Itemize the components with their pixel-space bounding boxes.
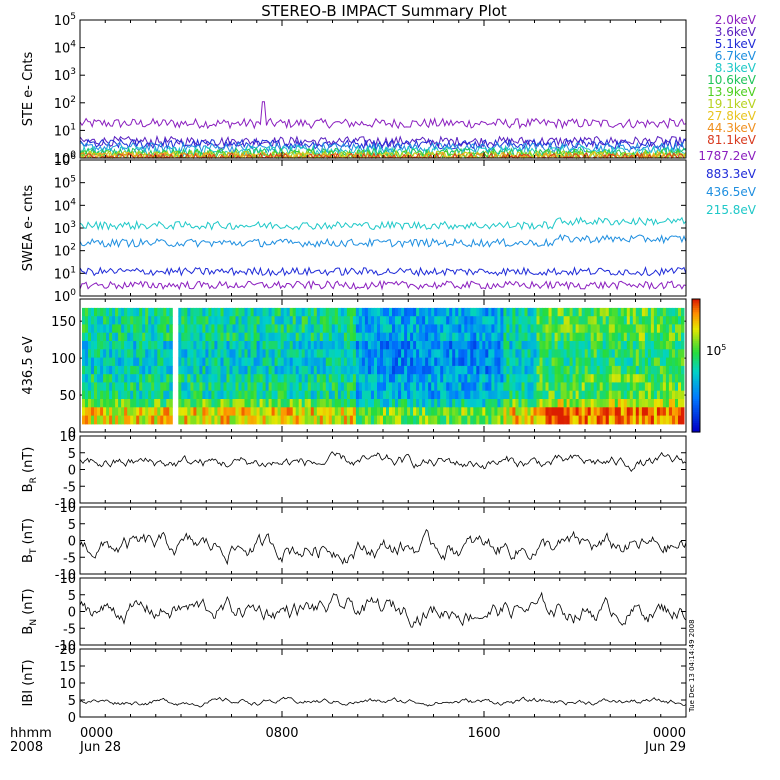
legend-item: 13.9keV	[707, 85, 757, 99]
footer-hhmm: hhmm	[10, 726, 52, 741]
y-tick-label: 102	[54, 243, 76, 260]
legend-item: 19.1keV	[707, 97, 757, 111]
y-axis-label: BR (nT)	[21, 447, 39, 493]
y-axis-label: STE e- Cnts	[21, 51, 36, 126]
panel-swea: 100 101 102 103 104 105 106 SWEA e- cnts	[21, 152, 687, 305]
y-tick-label: 105	[54, 12, 76, 29]
legend-item: 27.8keV	[707, 109, 757, 123]
panel-pad: 0 50 100 150 436.5 eV 105	[21, 298, 726, 441]
y-axis-label: SWEA e- cnts	[21, 185, 36, 272]
panel-br: -10 -50 5 10 BR (nT)	[21, 430, 687, 512]
legend-item: 44.3keV	[707, 121, 757, 135]
y-tick-label: 100	[54, 288, 77, 305]
y-tick-label: 10	[59, 677, 76, 692]
legend-item: 81.1keV	[707, 133, 757, 147]
y-tick-label: 5	[68, 447, 76, 462]
pad-heatmap	[82, 307, 685, 425]
legend-item: 1787.2eV	[698, 149, 756, 163]
y-tick-label: 5	[68, 589, 76, 604]
panel-frame	[79, 435, 687, 504]
series-436.5eV	[79, 233, 687, 249]
y-tick-label: 105	[54, 175, 76, 192]
y-tick-label: 103	[54, 67, 76, 84]
series-6.7keV	[79, 141, 687, 155]
legend-item: 2.0keV	[715, 13, 757, 27]
series-215.8eV	[79, 216, 687, 231]
plot-title: STEREO-B IMPACT Summary Plot	[261, 2, 507, 20]
y-axis-label: BN (nT)	[21, 588, 39, 634]
legend-item: 436.5eV	[706, 185, 757, 199]
y-axis-label: BT (nT)	[21, 518, 39, 563]
panel-bt: -10 -50 5 10 BT (nT)	[21, 501, 687, 583]
y-tick-label: 0	[68, 464, 76, 479]
y-tick-label: 5	[68, 518, 76, 533]
y-tick-label: 104	[54, 40, 77, 57]
series-883.3eV	[79, 265, 687, 278]
legend-item: 8.3keV	[715, 61, 757, 75]
energy-legend: 2.0keV3.6keV5.1keV6.7keV8.3keV10.6keV13.…	[698, 13, 756, 217]
y-tick-label: 104	[54, 197, 77, 214]
y-tick-label: 50	[59, 389, 76, 404]
x-tick-time: 0000	[653, 726, 686, 741]
y-tick-label: 0	[68, 535, 76, 550]
y-tick-label: 10	[59, 501, 76, 516]
legend-item: 883.3eV	[706, 167, 757, 181]
legend-item: 6.7keV	[715, 49, 757, 63]
y-axis-label: 436.5 eV	[21, 336, 36, 394]
panel-frame	[79, 159, 687, 297]
y-tick-label: 10	[59, 572, 76, 587]
series-bmag	[79, 696, 687, 708]
y-tick-label: 0	[68, 606, 76, 621]
x-tick-time: 0800	[265, 726, 298, 741]
panel-frame	[79, 648, 687, 718]
legend-item: 5.1keV	[715, 37, 757, 51]
y-tick-label: 103	[54, 220, 76, 237]
y-tick-label: -10	[55, 497, 76, 512]
series-5.1keV	[79, 138, 687, 151]
series-bt	[79, 529, 687, 566]
y-tick-label: 10	[59, 430, 76, 445]
y-tick-label: 101	[54, 265, 76, 282]
colorbar-label: 105	[706, 343, 726, 358]
y-tick-label: -10	[55, 568, 76, 583]
y-tick-label: 106	[54, 152, 77, 169]
series-1787.2eV	[79, 279, 687, 291]
x-tick-date: Jun 28	[79, 740, 121, 755]
y-tick-label: 0	[68, 426, 76, 441]
series-br	[79, 451, 687, 472]
colorbar: 105	[691, 298, 726, 433]
legend-item: 3.6keV	[715, 25, 757, 39]
y-tick-label: 102	[54, 95, 76, 112]
y-tick-label: 0	[68, 711, 76, 726]
x-tick-time: 0000	[80, 726, 113, 741]
x-tick-time: 1600	[467, 726, 500, 741]
y-tick-label: 100	[51, 352, 76, 367]
series-2.0keV	[79, 101, 687, 130]
y-tick-label: -5	[63, 551, 76, 566]
y-tick-label: 101	[54, 122, 76, 139]
panel-frame	[79, 577, 687, 646]
y-tick-label: 15	[59, 660, 76, 675]
panel-ste: 100 101 102 103 104 105 STE e- Cnts	[21, 12, 687, 167]
x-tick-date: Jun 29	[644, 740, 686, 755]
y-axis-label: IBI (nT)	[21, 659, 36, 706]
y-tick-label: 150	[51, 315, 76, 330]
panel-frame	[79, 506, 687, 575]
legend-item: 10.6keV	[707, 73, 757, 87]
y-tick-label: -10	[55, 639, 76, 654]
panel-bmag: 0 5 10 15 20 IBI (nT)	[21, 643, 687, 726]
y-tick-label: 20	[59, 643, 76, 658]
y-tick-label: -5	[63, 622, 76, 637]
y-tick-label: 5	[68, 694, 76, 709]
side-timestamp: Tue Dec 13 04:14:49 2008	[688, 619, 696, 713]
y-tick-label: 100	[54, 150, 77, 167]
series-bn	[79, 591, 687, 628]
panel-bn: -10 -50 5 10 BN (nT)	[21, 572, 687, 654]
footer-year: 2008	[10, 740, 43, 755]
y-tick-label: -5	[63, 480, 76, 495]
legend-item: 215.8eV	[706, 203, 757, 217]
